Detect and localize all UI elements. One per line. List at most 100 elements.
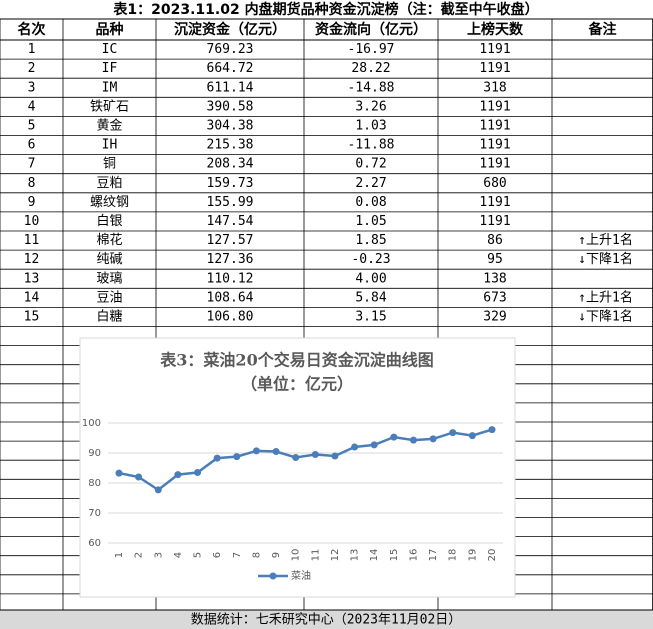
cell: 3 [28, 80, 36, 95]
point [331, 452, 339, 460]
cell: 铜 [103, 157, 116, 172]
cell: 1191 [479, 157, 510, 172]
cell: 1191 [479, 214, 510, 229]
cell: -0.23 [351, 252, 390, 267]
cell: 豆粕 [96, 176, 122, 191]
column-header: 上榜天数 [467, 21, 524, 38]
cell: IC [102, 42, 118, 57]
x-tick-label: 3 [153, 552, 164, 558]
point [213, 454, 221, 462]
point [370, 441, 378, 449]
point [292, 454, 300, 461]
cell: 28.22 [351, 61, 390, 76]
y-tick-label: 70 [88, 508, 101, 519]
cell: 155.99 [207, 195, 254, 210]
cell: 纯碱 [96, 252, 122, 267]
point [115, 469, 123, 477]
cell: 1.03 [355, 118, 386, 133]
cell: 127.36 [207, 252, 254, 267]
cell: 15 [24, 309, 40, 324]
cell: 14 [24, 290, 40, 305]
cell: 110.12 [207, 271, 254, 286]
y-tick-label: 100 [82, 418, 101, 429]
point [390, 433, 398, 441]
cell: ↑上升1名 [578, 232, 633, 248]
cell: 1191 [479, 195, 510, 210]
cell: 1191 [479, 118, 510, 133]
y-tick-label: 90 [88, 448, 101, 459]
cell: 10 [24, 214, 40, 229]
cell: 2 [28, 61, 36, 76]
cell: -14.88 [348, 80, 395, 95]
cell: 11 [24, 233, 40, 248]
cell: 1.05 [355, 214, 386, 229]
sheet-title: 表1：2023.11.02 内盘期货品种资金沉淀榜（注：截至中午收盘） [112, 1, 538, 18]
cell: 95 [487, 252, 503, 267]
point [154, 486, 162, 494]
column-header: 名次 [18, 21, 46, 38]
cell: 86 [487, 233, 503, 248]
chart-title: 表3：菜油20个交易日资金沉淀曲线图 [159, 351, 433, 370]
column-header: 品种 [96, 21, 124, 38]
cell: 白糖 [96, 308, 122, 324]
x-tick-label: 14 [369, 549, 380, 562]
cell: 铁矿石 [90, 99, 129, 114]
x-tick-label: 7 [232, 552, 243, 558]
column-header: 资金流向（亿元） [315, 21, 427, 38]
point [351, 443, 359, 451]
cell: 664.72 [207, 61, 254, 76]
cell: 611.14 [207, 80, 254, 95]
cell: IM [102, 80, 118, 95]
cell: 127.57 [207, 233, 254, 248]
cell: 玻璃 [96, 271, 122, 286]
cell: 3.26 [355, 99, 386, 114]
point [272, 448, 280, 455]
cell: 1191 [479, 99, 510, 114]
cell: 黄金 [96, 117, 122, 133]
cell: -11.88 [348, 138, 395, 153]
x-tick-label: 6 [212, 552, 223, 558]
x-tick-label: 17 [428, 549, 439, 562]
cell: IH [102, 138, 118, 153]
cell: 1.85 [355, 233, 386, 248]
cell: 769.23 [207, 42, 254, 57]
x-tick-label: 15 [389, 549, 400, 562]
cell: IF [102, 61, 118, 76]
point [488, 426, 496, 434]
point [233, 453, 241, 461]
cell: 1191 [479, 61, 510, 76]
cell: 680 [483, 176, 506, 191]
x-tick-label: 1 [114, 552, 125, 558]
cell: ↑上升1名 [578, 289, 633, 305]
legend-marker [269, 572, 277, 580]
point [468, 432, 476, 440]
cell: 豆油 [96, 290, 122, 305]
cell: 147.54 [207, 214, 254, 229]
x-tick-label: 12 [330, 549, 341, 562]
column-header: 备注 [588, 21, 617, 38]
footer: 数据统计：七禾研究中心（2023年11月02日） [191, 613, 462, 628]
x-tick-label: 8 [251, 552, 262, 558]
x-tick-label: 13 [350, 549, 361, 562]
cell: ↓下降1名 [578, 251, 633, 267]
cell: 4.00 [355, 271, 386, 286]
cell: 7 [28, 157, 36, 172]
cell: 215.38 [207, 138, 254, 153]
cell: 673 [483, 290, 506, 305]
point [174, 471, 182, 479]
cell: ↓下降1名 [578, 308, 633, 324]
chart-area [79, 337, 516, 598]
cell: 螺纹钢 [90, 195, 129, 210]
cell: 2.27 [355, 176, 386, 191]
x-tick-label: 11 [310, 549, 321, 562]
cell: 108.64 [207, 290, 254, 305]
y-tick-label: 60 [88, 538, 101, 549]
point [449, 429, 457, 437]
cell: 12 [24, 252, 40, 267]
point [252, 447, 260, 455]
cell: 0.08 [355, 195, 386, 210]
chart-subtitle: （单位：亿元） [241, 375, 353, 394]
x-tick-label: 20 [487, 549, 498, 562]
